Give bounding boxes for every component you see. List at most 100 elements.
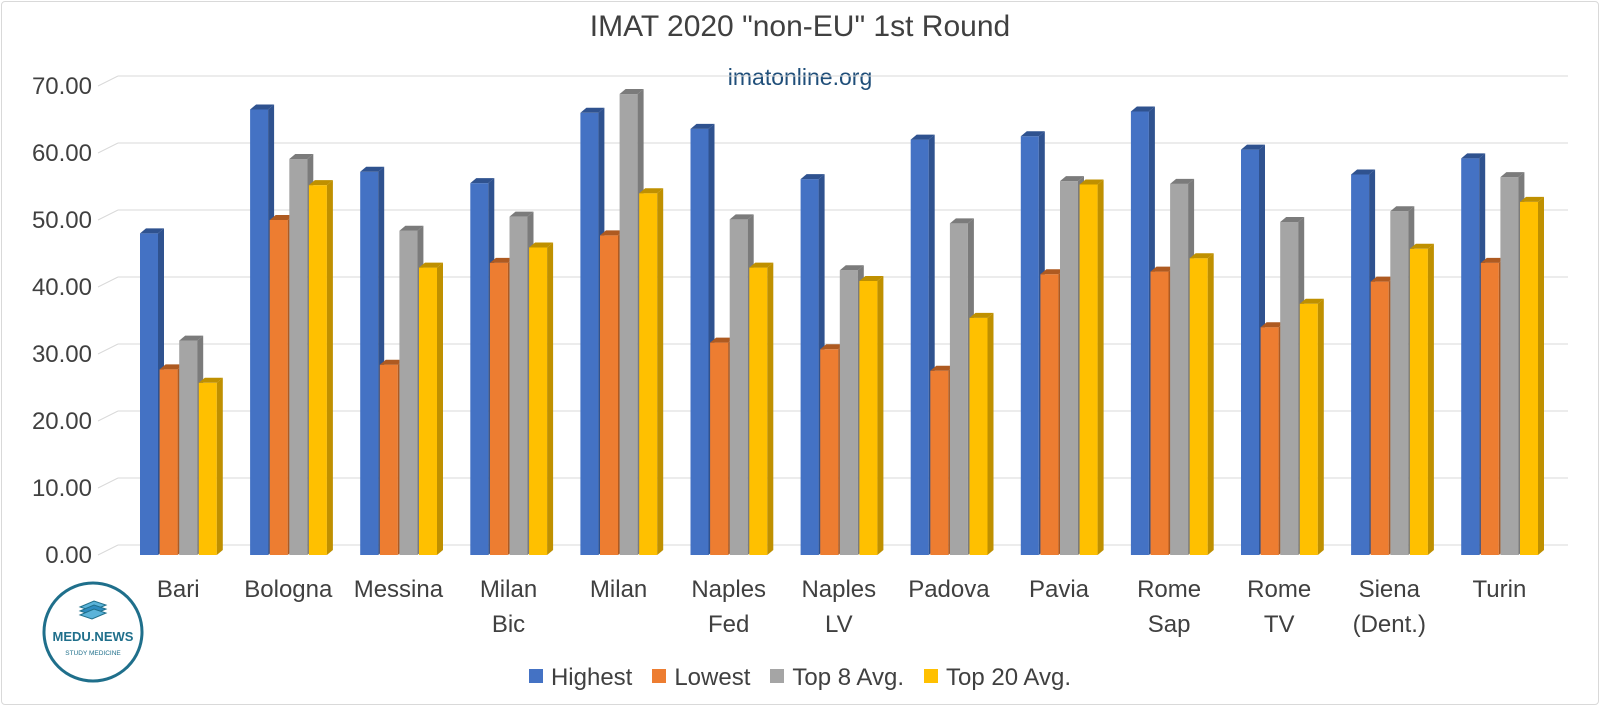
bar-top bbox=[1500, 172, 1525, 178]
y-tick-label: 20.00 bbox=[32, 408, 92, 435]
bar-lowest bbox=[1260, 327, 1279, 555]
legend-item: Top 20 Avg. bbox=[924, 664, 1071, 692]
bar-top bbox=[1079, 179, 1104, 185]
bar-top-8-avg- bbox=[399, 230, 418, 555]
legend-label: Top 20 Avg. bbox=[946, 664, 1072, 691]
bar-side bbox=[1207, 253, 1214, 555]
legend-label: Lowest bbox=[674, 664, 751, 691]
bar-top bbox=[1351, 169, 1376, 175]
bar-top-20-avg- bbox=[1520, 201, 1538, 555]
bar-top-20-avg- bbox=[198, 382, 217, 555]
bar-lowest bbox=[1150, 271, 1169, 555]
bar-top-20-avg- bbox=[859, 280, 878, 555]
gridline-depth bbox=[97, 544, 119, 556]
bar-top bbox=[600, 230, 624, 236]
x-category-label: Siena bbox=[1359, 576, 1421, 603]
bar-top bbox=[729, 214, 754, 220]
bar-highest bbox=[580, 112, 599, 556]
bar-side bbox=[1097, 179, 1104, 556]
bar-top-20-avg- bbox=[529, 247, 548, 555]
bar-lowest bbox=[379, 364, 398, 555]
bar-top bbox=[379, 359, 404, 365]
bars bbox=[140, 89, 1544, 556]
bar-side bbox=[1317, 298, 1324, 555]
book-icon bbox=[78, 600, 108, 620]
bar-side bbox=[216, 377, 223, 555]
gridline-depth bbox=[97, 410, 119, 422]
bar-top-8-avg- bbox=[289, 159, 308, 555]
bar-lowest bbox=[600, 235, 618, 555]
bar-top bbox=[1260, 322, 1285, 328]
bar-top bbox=[949, 218, 974, 224]
bar-top bbox=[1060, 176, 1084, 182]
bar-highest bbox=[250, 109, 269, 555]
bar-top-20-avg- bbox=[749, 267, 768, 555]
bar-top-8-avg- bbox=[1500, 177, 1519, 555]
bar-side bbox=[1538, 196, 1544, 555]
bar-top-20-avg- bbox=[639, 193, 658, 555]
watermark-text: imatonline.org bbox=[727, 64, 873, 90]
bar-top bbox=[1040, 269, 1065, 275]
bar-lowest bbox=[820, 349, 839, 555]
bar-top bbox=[1390, 206, 1415, 212]
bar-highest bbox=[1461, 158, 1480, 556]
bar-lowest bbox=[1480, 262, 1499, 555]
bar-top bbox=[1130, 106, 1155, 112]
bar-side bbox=[326, 180, 333, 555]
legend-item: Lowest bbox=[652, 664, 750, 692]
bar-top bbox=[360, 166, 385, 172]
legend-swatch bbox=[652, 669, 667, 683]
x-category-label: Sap bbox=[1148, 611, 1191, 638]
x-category-label: Messina bbox=[354, 576, 444, 603]
bar-top-20-avg- bbox=[1409, 248, 1428, 555]
chart-title: IMAT 2020 "non-EU" 1st Round bbox=[589, 10, 1011, 43]
bar-side bbox=[767, 262, 774, 555]
bar-top bbox=[710, 337, 735, 343]
x-category-label: LV bbox=[825, 611, 853, 638]
bar-top bbox=[399, 225, 424, 231]
bar-lowest bbox=[159, 369, 178, 555]
bar-top bbox=[1409, 243, 1434, 249]
y-tick-label: 30.00 bbox=[32, 341, 92, 368]
bar-lowest bbox=[930, 370, 949, 555]
bar-top-20-avg- bbox=[308, 185, 327, 555]
bar-top bbox=[639, 188, 664, 194]
bar-top bbox=[1150, 266, 1175, 272]
bar-top-8-avg- bbox=[1170, 183, 1189, 555]
x-category-label: Bari bbox=[157, 576, 200, 603]
bar-top-8-avg- bbox=[1060, 181, 1078, 555]
bar-top-20-avg- bbox=[1189, 258, 1208, 555]
bar-top bbox=[250, 104, 275, 110]
medu-news-logo: MEDU.NEWS STUDY MEDICINE bbox=[42, 581, 144, 683]
bar-top bbox=[179, 335, 204, 341]
legend-label: Highest bbox=[550, 664, 633, 691]
gridline-depth bbox=[97, 142, 119, 154]
bar-top bbox=[1480, 257, 1505, 263]
bar-top bbox=[619, 89, 644, 95]
bar-top bbox=[1020, 131, 1045, 137]
bar-top-20-avg- bbox=[1079, 184, 1098, 556]
legend-swatch bbox=[528, 669, 543, 683]
logo-tagline: STUDY MEDICINE bbox=[65, 650, 121, 657]
bar-top bbox=[509, 211, 534, 217]
legend-swatch bbox=[924, 669, 939, 683]
bar-highest bbox=[470, 183, 489, 555]
bar-side bbox=[657, 188, 664, 555]
bar-top bbox=[690, 123, 715, 129]
bar-highest bbox=[690, 128, 709, 555]
bar-top-8-avg- bbox=[949, 223, 968, 555]
gridline-depth bbox=[97, 276, 119, 288]
bar-top bbox=[1189, 253, 1214, 259]
bar-top bbox=[930, 365, 955, 371]
bar-top bbox=[308, 180, 333, 186]
bar-top bbox=[1520, 196, 1544, 202]
bar-top-20-avg- bbox=[1299, 303, 1318, 555]
bar-top bbox=[1370, 276, 1395, 282]
gridline-depth bbox=[97, 209, 119, 221]
x-category-label: Naples bbox=[691, 576, 766, 603]
bar-lowest bbox=[1370, 281, 1389, 555]
bar-top-8-avg- bbox=[1280, 222, 1299, 555]
bar-top bbox=[969, 312, 994, 318]
y-tick-label: 70.00 bbox=[32, 73, 92, 100]
